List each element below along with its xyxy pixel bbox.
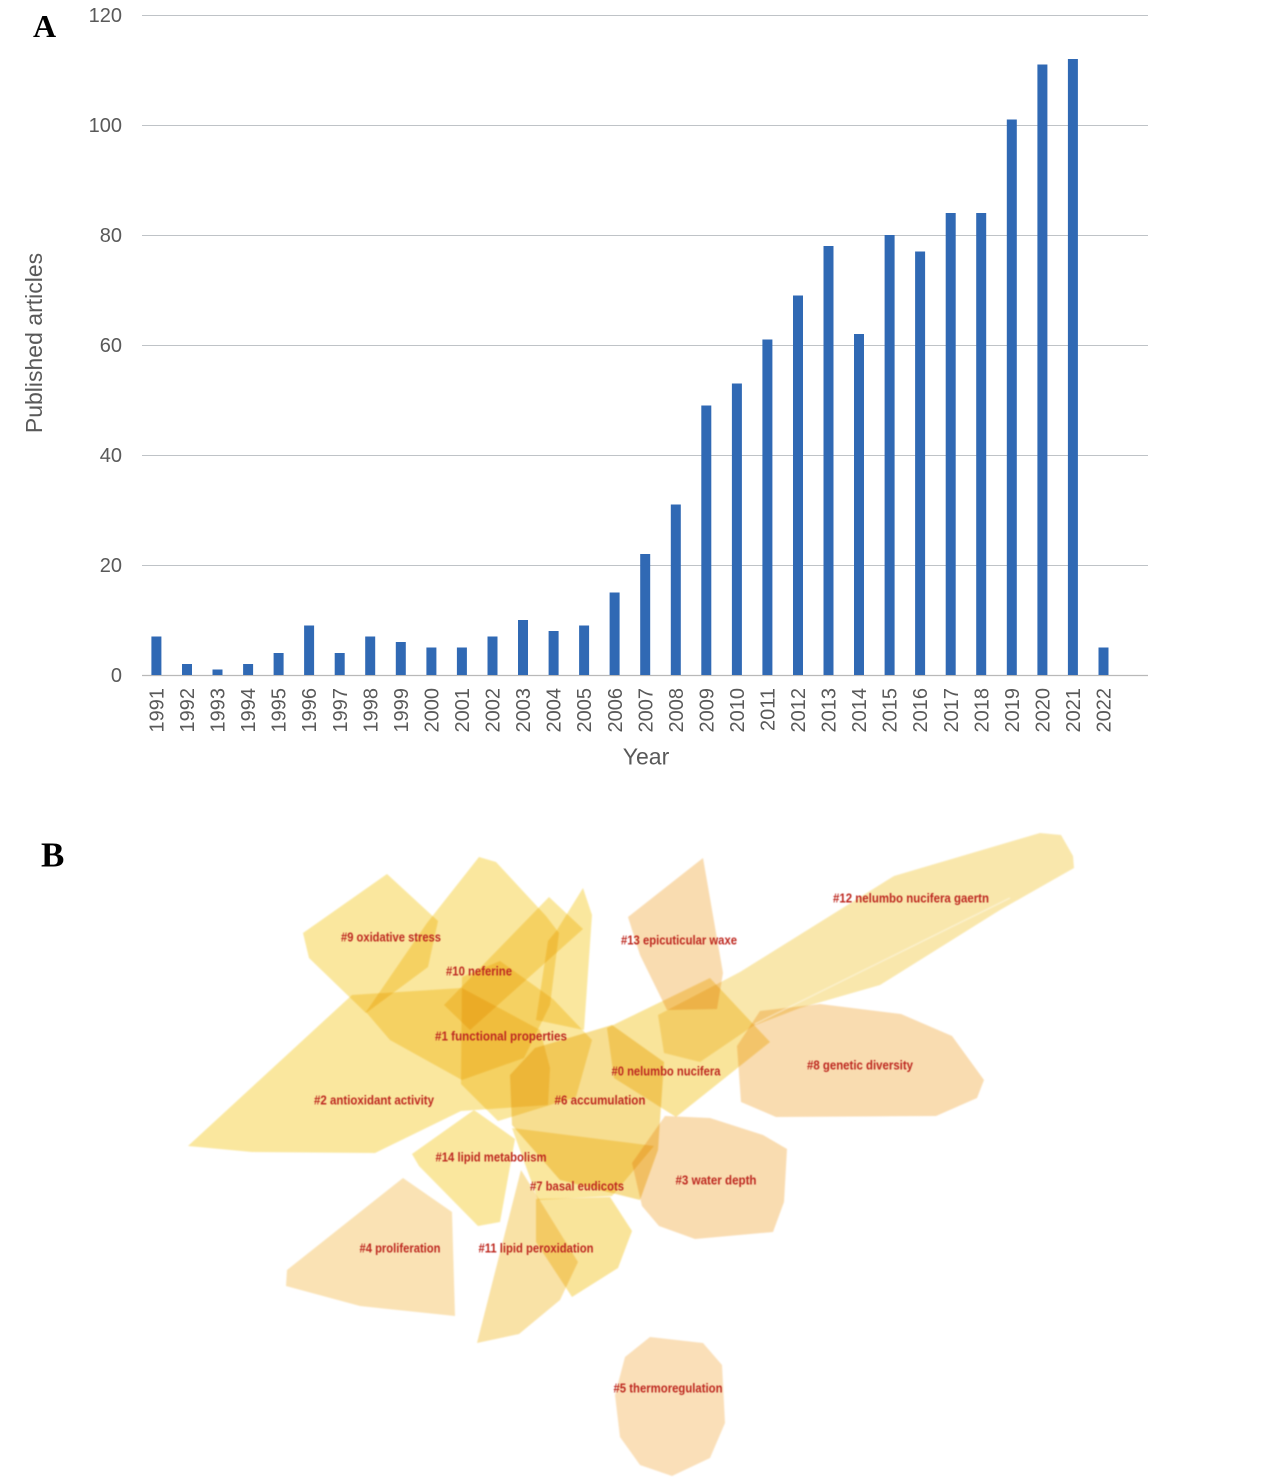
svg-text:2000: 2000: [422, 688, 444, 733]
svg-text:#7 basal eudicots: #7 basal eudicots: [530, 1179, 624, 1194]
svg-text:#13 epicuticular waxe: #13 epicuticular waxe: [621, 933, 737, 948]
svg-text:60: 60: [100, 335, 122, 357]
svg-text:2015: 2015: [880, 688, 902, 733]
svg-text:1993: 1993: [208, 688, 230, 733]
svg-text:#9 oxidative stress: #9 oxidative stress: [341, 930, 441, 945]
svg-text:#8 genetic diversity: #8 genetic diversity: [807, 1058, 914, 1073]
svg-text:#1 functional properties: #1 functional properties: [435, 1029, 567, 1044]
svg-text:2013: 2013: [819, 688, 841, 733]
svg-text:#5 thermoregulation: #5 thermoregulation: [614, 1381, 723, 1396]
svg-text:2017: 2017: [941, 688, 963, 733]
svg-text:2005: 2005: [574, 688, 596, 733]
svg-text:A: A: [33, 8, 56, 44]
svg-text:Published articles: Published articles: [21, 253, 47, 433]
svg-text:2007: 2007: [635, 688, 657, 733]
svg-text:#12 nelumbo nucifera gaertn: #12 nelumbo nucifera gaertn: [833, 891, 989, 906]
svg-text:1996: 1996: [299, 688, 321, 733]
svg-text:2014: 2014: [849, 688, 871, 733]
svg-text:#14 lipid metabolism: #14 lipid metabolism: [436, 1150, 547, 1165]
svg-text:2003: 2003: [513, 688, 535, 733]
svg-text:2002: 2002: [483, 688, 505, 733]
svg-text:#10 neferine: #10 neferine: [446, 964, 512, 979]
svg-text:#11 lipid peroxidation: #11 lipid peroxidation: [479, 1241, 594, 1256]
svg-text:2009: 2009: [696, 688, 718, 733]
svg-text:100: 100: [89, 115, 122, 137]
svg-text:#2 antioxidant activity: #2 antioxidant activity: [314, 1093, 435, 1108]
svg-text:20: 20: [100, 555, 122, 577]
svg-text:Year: Year: [623, 744, 670, 770]
svg-text:1992: 1992: [177, 688, 199, 733]
svg-text:2021: 2021: [1063, 688, 1085, 733]
svg-text:1994: 1994: [238, 688, 260, 733]
svg-text:2019: 2019: [1002, 688, 1024, 733]
svg-text:0: 0: [111, 665, 122, 687]
svg-text:#3 water depth: #3 water depth: [676, 1173, 757, 1188]
svg-text:2004: 2004: [544, 688, 566, 733]
svg-text:2016: 2016: [910, 688, 932, 733]
svg-text:#4 proliferation: #4 proliferation: [360, 1241, 441, 1256]
svg-text:2001: 2001: [452, 688, 474, 733]
svg-text:2010: 2010: [727, 688, 749, 733]
svg-text:2018: 2018: [971, 688, 993, 733]
svg-text:1998: 1998: [360, 688, 382, 733]
svg-text:B: B: [41, 836, 64, 875]
svg-text:2008: 2008: [666, 688, 688, 733]
svg-text:#0 nelumbo nucifera: #0 nelumbo nucifera: [612, 1064, 722, 1079]
svg-text:2006: 2006: [605, 688, 627, 733]
svg-text:80: 80: [100, 225, 122, 247]
svg-text:#6 accumulation: #6 accumulation: [555, 1093, 646, 1108]
svg-text:2012: 2012: [788, 688, 810, 733]
svg-text:2022: 2022: [1094, 688, 1116, 733]
svg-text:1991: 1991: [147, 688, 169, 733]
svg-text:1995: 1995: [269, 688, 291, 733]
svg-text:1997: 1997: [330, 688, 352, 733]
svg-text:120: 120: [89, 5, 122, 27]
svg-text:2011: 2011: [758, 688, 780, 731]
svg-text:40: 40: [100, 445, 122, 467]
svg-text:1999: 1999: [391, 688, 413, 733]
svg-text:2020: 2020: [1033, 688, 1055, 733]
